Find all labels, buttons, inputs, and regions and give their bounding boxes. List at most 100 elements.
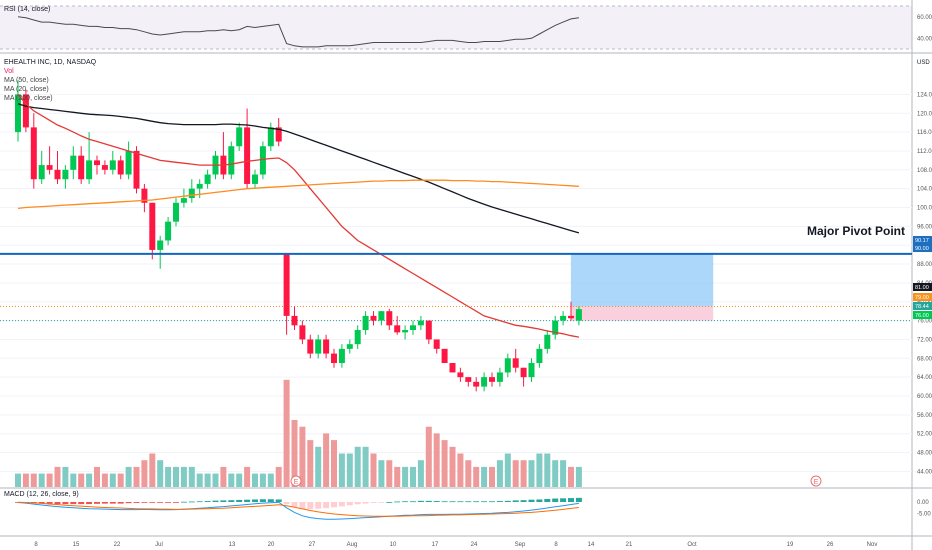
- rsi-axis: 60.00 40.00: [917, 15, 932, 43]
- candle: [315, 334, 322, 359]
- macd-histogram-bar: [504, 500, 511, 502]
- macd-histogram-bar: [512, 500, 519, 502]
- candle: [489, 372, 495, 387]
- macd-histogram-bar: [536, 499, 543, 502]
- candle: [307, 334, 314, 359]
- candle-body: [165, 221, 172, 241]
- ma50-line: [17, 103, 580, 234]
- candle: [370, 311, 377, 326]
- macd-histogram-bar: [346, 502, 353, 506]
- candle: [481, 372, 488, 392]
- candle-body: [109, 160, 116, 170]
- candle: [15, 80, 21, 142]
- macd-histogram-bar: [117, 502, 124, 504]
- candle: [560, 311, 567, 326]
- candle-body: [204, 174, 211, 184]
- price-tick-label: 116.00: [917, 130, 932, 136]
- price-badge: 76.00: [913, 311, 932, 319]
- macd-histogram-bar: [331, 502, 337, 508]
- macd-histogram-bar: [70, 502, 77, 505]
- macd-histogram-bar: [425, 500, 432, 502]
- candle-body: [188, 188, 195, 199]
- volume-bar: [188, 466, 195, 487]
- price-tick-label: 104.00: [917, 187, 932, 193]
- candle-body: [54, 169, 61, 180]
- volume-bar: [62, 466, 69, 487]
- candle: [504, 353, 511, 378]
- time-axis[interactable]: 8 15 22 Jul 13 20 27 Aug 10 17 24 Sep 8 14 21 Oct 19 26 No…: [34, 542, 877, 548]
- candle-body: [433, 339, 440, 349]
- volume-bar: [78, 473, 85, 487]
- candle-body: [22, 94, 29, 128]
- candle-body: [15, 94, 21, 133]
- candle-body: [473, 381, 480, 387]
- stop-zone[interactable]: [570, 306, 714, 321]
- volume-bar: [370, 453, 377, 487]
- candle: [133, 146, 140, 194]
- time-tick-label: Aug: [347, 542, 358, 548]
- candle-body: [425, 320, 432, 340]
- macd-histogram-bar: [125, 502, 132, 504]
- macd-histogram-bar: [283, 502, 290, 505]
- macd-histogram-bar: [520, 500, 527, 502]
- price-tick-label: 68.00: [917, 356, 932, 362]
- candle-body: [410, 325, 416, 331]
- volume-bar: [441, 440, 448, 487]
- candle: [236, 122, 243, 151]
- macd-histogram-bar: [489, 501, 495, 503]
- volume-bar: [402, 466, 409, 487]
- price-tick-label: 88.00: [917, 262, 932, 268]
- profit-zone[interactable]: [570, 254, 714, 307]
- legend-entry: MA (200, close): [4, 95, 53, 102]
- candle: [362, 311, 369, 335]
- candle-body: [481, 377, 488, 387]
- macd-histogram-bar: [560, 498, 567, 502]
- time-tick-label: 15: [73, 542, 80, 548]
- price-badge-label: 76.00: [915, 313, 929, 319]
- macd-histogram-bar: [457, 501, 464, 503]
- grid: [0, 93, 912, 472]
- candle-body: [575, 309, 582, 321]
- earnings-marker[interactable]: E: [290, 475, 302, 487]
- earnings-marker[interactable]: E: [810, 475, 822, 487]
- candle-body: [117, 160, 124, 175]
- macd-histogram-bar: [228, 500, 235, 502]
- volume-bar: [141, 460, 148, 487]
- macd-histogram-bar: [38, 502, 45, 504]
- macd-histogram-bar: [433, 501, 440, 502]
- candle-body: [512, 358, 519, 368]
- macd-signal-line: [17, 501, 579, 517]
- volume-bar: [267, 473, 274, 487]
- candle-body: [236, 127, 243, 147]
- candle-body: [94, 160, 100, 166]
- volume-bar: [259, 473, 266, 487]
- candle: [62, 165, 69, 189]
- volume-bar: [512, 460, 519, 487]
- price-badge-bg: [913, 244, 932, 252]
- trade-box[interactable]: [0, 254, 912, 322]
- price-tick-label: 108.00: [917, 168, 932, 174]
- candle: [473, 377, 480, 392]
- volume-bar: [386, 460, 393, 487]
- price-axis[interactable]: 44.00 48.00 52.00 56.00 60.00 64.00 68.00 72.00…: [917, 92, 932, 475]
- candle-body: [180, 198, 187, 203]
- candle: [78, 146, 85, 184]
- candle-body: [520, 367, 527, 378]
- macd-histogram-bar: [441, 501, 448, 503]
- macd-histogram-bar: [78, 502, 85, 505]
- candle-body: [70, 155, 77, 170]
- svg-text:E: E: [814, 479, 819, 486]
- price-badge-bg: [913, 236, 932, 244]
- time-tick-label: 10: [390, 542, 397, 548]
- candles: [15, 80, 582, 392]
- candle: [433, 339, 440, 354]
- volume-bar: [173, 466, 179, 487]
- volume-bar: [481, 466, 488, 487]
- price-tick-label: 64.00: [917, 375, 932, 381]
- volume-bar: [552, 460, 559, 487]
- candle-body: [457, 372, 464, 378]
- candle-body: [528, 363, 535, 378]
- macd-tick-label: -5.00: [917, 512, 931, 518]
- volume-bar: [117, 473, 124, 487]
- candle-body: [299, 325, 306, 340]
